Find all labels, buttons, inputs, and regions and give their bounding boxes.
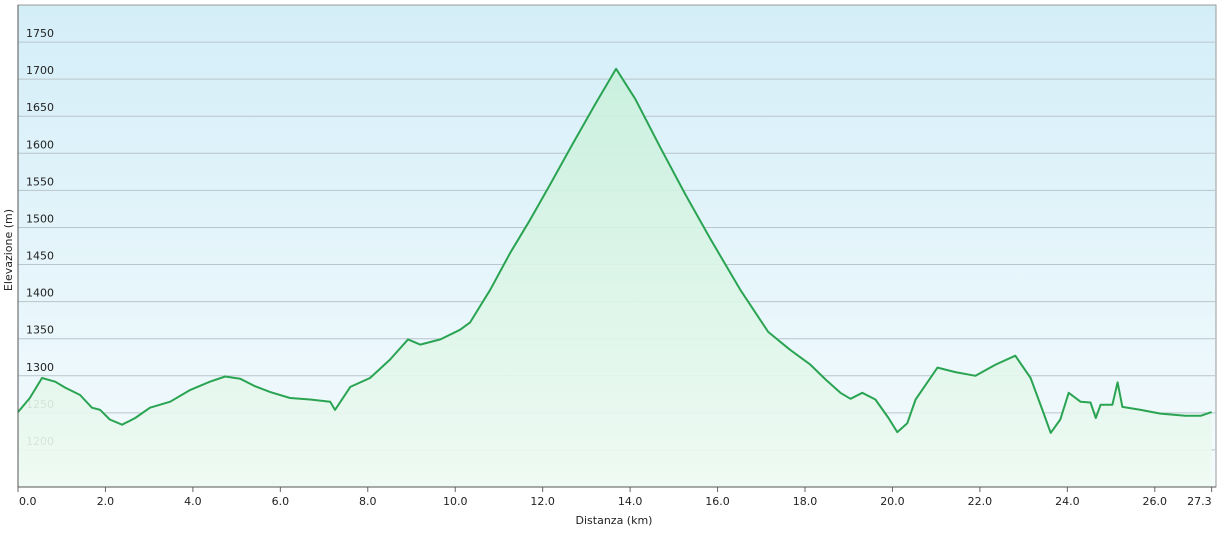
y-axis-label: Elevazione (m)	[2, 209, 15, 291]
x-tick-label: 14.0	[618, 495, 643, 508]
x-tick-label: 26.0	[1143, 495, 1168, 508]
y-tick-label: 1450	[26, 250, 54, 263]
x-tick-label: 18.0	[793, 495, 818, 508]
y-tick-label: 1300	[26, 361, 54, 374]
elevation-line	[17, 67, 1212, 434]
x-tick-label: 24.0	[1055, 495, 1080, 508]
y-tick-label: 1650	[26, 101, 54, 114]
x-tick-label: 10.0	[443, 495, 468, 508]
x-tick-label: 27.3	[1187, 495, 1212, 508]
x-tick-label: 2.0	[97, 495, 115, 508]
x-tick-label: 12.0	[530, 495, 555, 508]
y-tick-label: 1700	[26, 64, 54, 77]
x-tick-label: 6.0	[272, 495, 290, 508]
y-tick-label: 1500	[26, 212, 54, 225]
x-tick-label: 16.0	[705, 495, 730, 508]
y-tick-label: 1750	[26, 27, 54, 40]
y-tick-label: 1350	[26, 324, 54, 337]
y-tick-label: 1600	[26, 138, 54, 151]
y-tick-label: 1400	[26, 287, 54, 300]
x-tick-label: 22.0	[968, 495, 993, 508]
x-axis-label: Distanza (km)	[576, 514, 653, 527]
x-tick-label: 8.0	[359, 495, 377, 508]
y-tick-label: 1550	[26, 175, 54, 188]
x-tick-label: 4.0	[184, 495, 202, 508]
x-tick-label: 20.0	[880, 495, 905, 508]
area-fill	[18, 68, 1212, 488]
x-tick-label: 0.0	[19, 495, 37, 508]
